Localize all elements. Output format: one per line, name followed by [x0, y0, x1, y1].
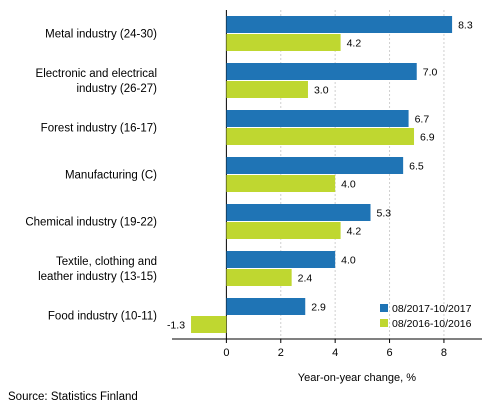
data-label: 6.7 [415, 114, 430, 126]
x-tick-label: 4 [332, 347, 338, 359]
data-label: 5.3 [377, 208, 392, 220]
bar [226, 175, 336, 192]
bar [226, 16, 453, 33]
category-labels: Metal industry (24-30) Electronic and ele… [25, 29, 157, 323]
bar [226, 157, 404, 174]
bar [226, 204, 371, 221]
x-axis-title: Year-on-year change, % [298, 372, 416, 384]
data-label: 6.9 [420, 132, 435, 144]
bar [226, 34, 341, 51]
data-label: -1.3 [167, 320, 185, 332]
category-label: Chemical industry (19-22) [25, 217, 157, 229]
bars [191, 16, 453, 333]
data-label: 4.2 [347, 226, 362, 238]
source-note: Source: Statistics Finland [8, 391, 138, 403]
data-label: 2.9 [311, 302, 326, 314]
legend: 08/2017-10/2017 08/2016-10/2016 [380, 303, 472, 330]
bar [226, 222, 341, 239]
data-label: 6.5 [409, 161, 424, 173]
x-tick-label: 6 [386, 347, 392, 359]
data-label: 7.0 [423, 67, 438, 79]
category-label: Electronic and electrical industry (26-27… [36, 68, 158, 95]
bar [226, 110, 409, 127]
x-tick-label: 0 [223, 347, 229, 359]
bar [226, 269, 292, 286]
category-label: Manufacturing (C) [65, 170, 157, 182]
legend-swatch [380, 304, 388, 312]
category-label: Food industry (10-11) [48, 311, 157, 323]
value-labels: 8.3 4.2 7.0 3.0 6.7 6.9 6.5 4.0 5.3 4.2 4.0 2.4 2.9 -… [167, 20, 473, 332]
x-tick-label: 8 [441, 347, 447, 359]
bar [226, 251, 336, 268]
data-label: 4.0 [341, 179, 356, 191]
bar [226, 63, 417, 80]
grid-lines [225, 10, 445, 339]
data-label: 3.0 [314, 85, 329, 97]
legend-label: 08/2017-10/2017 [392, 303, 472, 315]
legend-label: 08/2016-10/2016 [392, 318, 472, 330]
category-label: Metal industry (24-30) [45, 29, 157, 41]
x-tick-label: 2 [278, 347, 284, 359]
bar [191, 316, 227, 333]
data-label: 4.0 [341, 255, 356, 267]
data-label: 2.4 [298, 273, 313, 285]
bar [226, 298, 306, 315]
bar [226, 81, 308, 98]
x-axis: 0 2 4 6 8 [172, 338, 482, 359]
category-label: Textile, clothing and leather industry (1… [38, 256, 157, 283]
category-label: Forest industry (16-17) [41, 123, 157, 135]
legend-swatch [380, 319, 388, 327]
data-label: 8.3 [458, 20, 473, 32]
bar [226, 128, 415, 145]
data-label: 4.2 [347, 38, 362, 50]
